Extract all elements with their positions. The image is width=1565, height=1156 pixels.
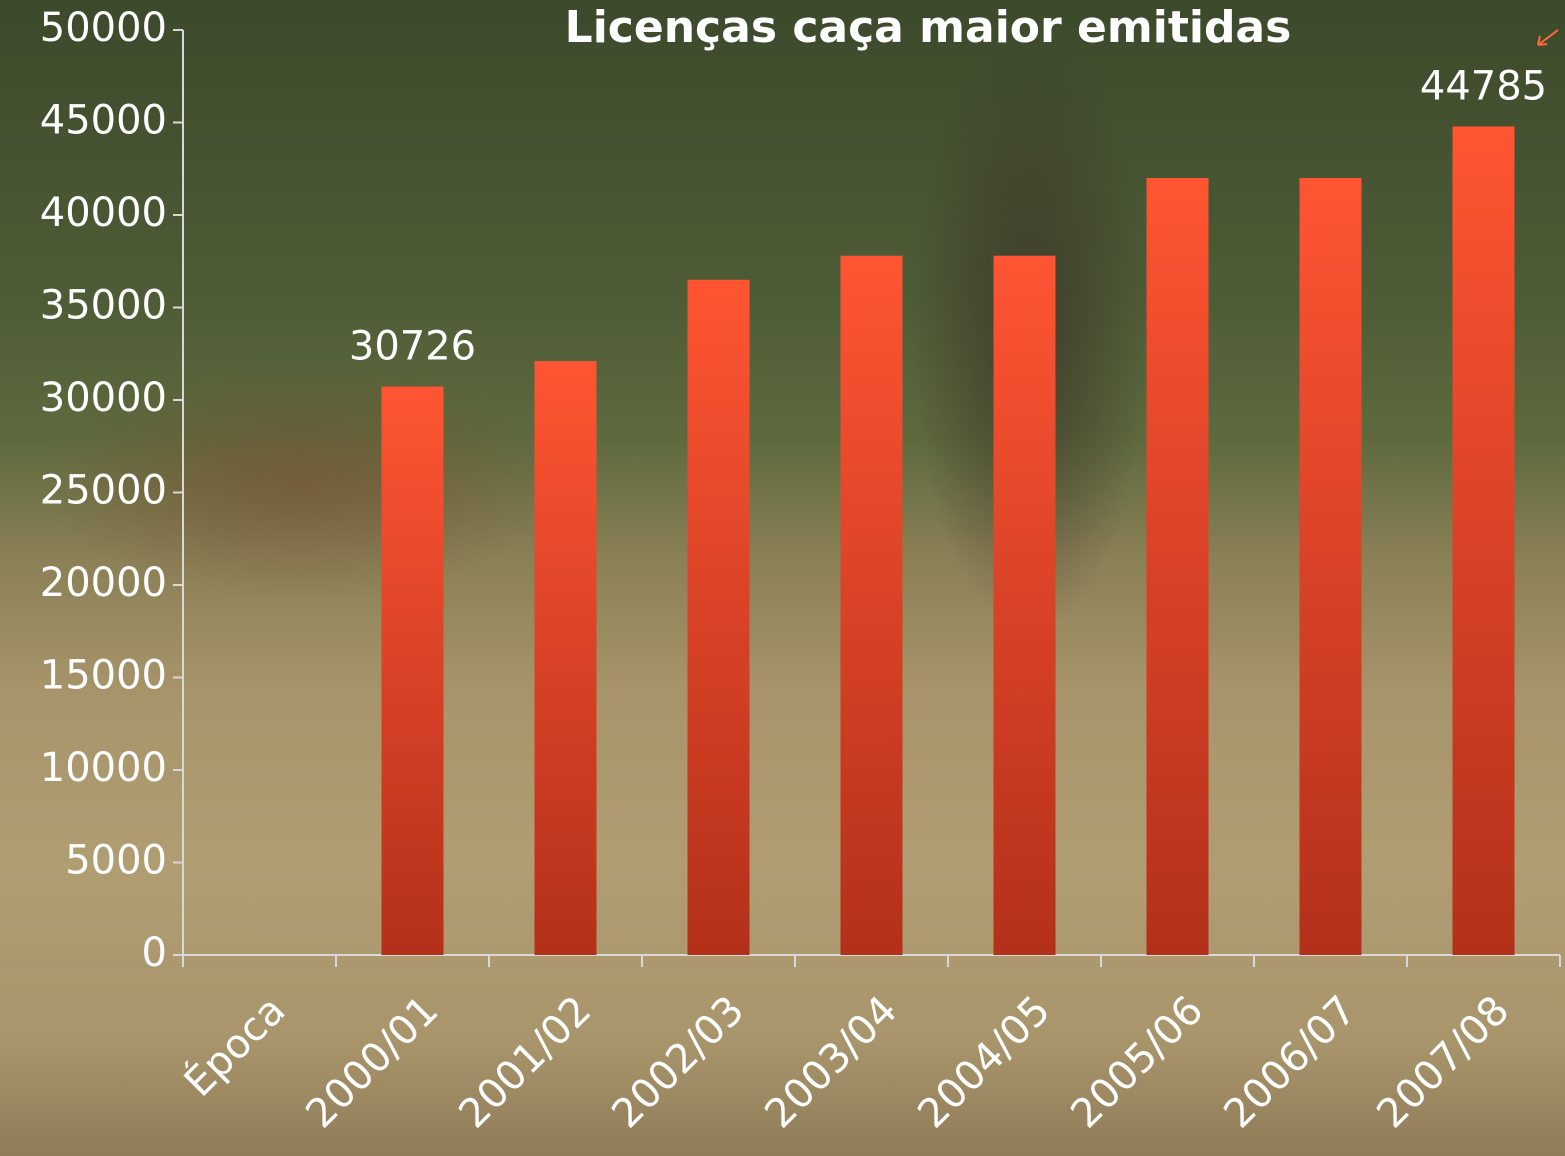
chart: Licenças caça maior emitidas 0 5000 10000 1… (0, 0, 1565, 1156)
bar (1300, 178, 1362, 955)
bar (1453, 126, 1515, 955)
x-tick-label: 2002/03 (603, 987, 753, 1137)
y-tick-label: 0 (142, 930, 167, 976)
x-tick-label: 2006/07 (1215, 987, 1365, 1137)
bar (688, 280, 750, 955)
x-tick-label: 2007/08 (1368, 987, 1518, 1137)
arrow-icon (1538, 30, 1558, 45)
bar (994, 256, 1056, 955)
x-tick-label: 2003/04 (756, 987, 906, 1137)
x-tick-label: 2001/02 (450, 987, 600, 1137)
bar (535, 361, 597, 955)
data-label: 44785 (1420, 63, 1547, 109)
data-label: 30726 (349, 324, 476, 370)
y-tick-label: 50000 (40, 5, 167, 51)
bar (841, 256, 903, 955)
y-tick-label: 30000 (40, 375, 167, 421)
y-tick-label: 45000 (40, 98, 167, 144)
x-tick-label: 2004/05 (909, 987, 1059, 1137)
chart-title: Licenças caça maior emitidas (565, 2, 1292, 53)
bar (382, 387, 444, 955)
y-tick-label: 20000 (40, 560, 167, 606)
y-tick-label: 40000 (40, 190, 167, 236)
y-tick-label: 15000 (40, 653, 167, 699)
y-tick-label: 35000 (40, 283, 167, 329)
x-tick-label: 2005/06 (1062, 987, 1212, 1137)
bar (1147, 178, 1209, 955)
y-tick-label: 5000 (65, 838, 167, 884)
x-tick-label: Época (174, 986, 294, 1106)
page: Licenças caça maior emitidas 0 5000 10000 1… (0, 0, 1565, 1156)
x-tick-label: 2000/01 (297, 987, 447, 1137)
y-tick-label: 25000 (40, 468, 167, 514)
y-tick-label: 10000 (40, 745, 167, 791)
